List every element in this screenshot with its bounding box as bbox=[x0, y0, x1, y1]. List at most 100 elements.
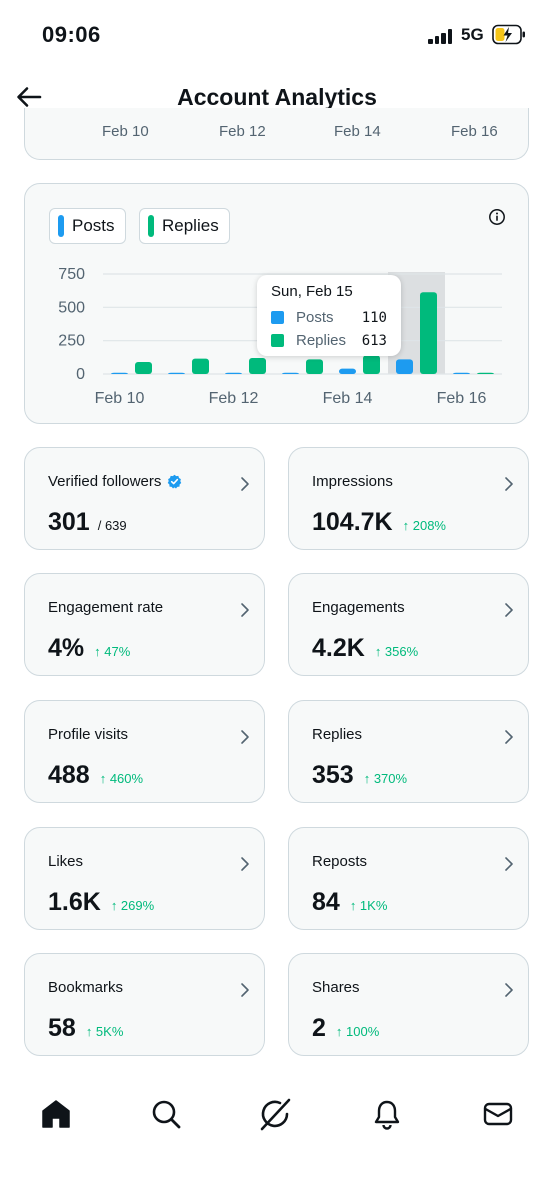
arrow-left-icon bbox=[17, 87, 42, 107]
metric-change: ↑ 269% bbox=[110, 898, 155, 913]
metric-label: Engagement rate bbox=[48, 599, 163, 616]
tooltip-row-replies: Replies 613 bbox=[271, 329, 387, 352]
metric-value: 301 / 639 bbox=[48, 508, 127, 537]
y-tick-label: 250 bbox=[58, 333, 85, 350]
chevron-right-icon bbox=[241, 477, 249, 491]
metric-label-text: Reposts bbox=[312, 853, 368, 870]
metric-change: ↑ 356% bbox=[374, 644, 419, 659]
metric-value: 1.6K ↑ 269% bbox=[48, 888, 154, 917]
status-time: 09:06 bbox=[42, 22, 101, 47]
tab-grok[interactable] bbox=[258, 1096, 294, 1132]
metric-value: 488 ↑ 460% bbox=[48, 761, 143, 790]
metric-label-text: Engagements bbox=[312, 599, 405, 616]
bar-posts bbox=[453, 372, 470, 374]
tooltip-replies-label: Replies bbox=[296, 332, 347, 349]
legend-posts[interactable]: Posts bbox=[49, 208, 126, 244]
bar-posts bbox=[396, 359, 413, 374]
metric-label: Reposts bbox=[312, 853, 367, 870]
y-tick-label: 750 bbox=[58, 266, 85, 283]
status-bar: 09:06 5G bbox=[0, 0, 554, 70]
metric-value-number: 488 bbox=[48, 761, 90, 789]
info-icon[interactable] bbox=[488, 208, 506, 226]
metric-label: Replies bbox=[312, 726, 362, 743]
metric-card[interactable]: Engagement rate 4% ↑ 47% bbox=[24, 573, 265, 676]
metric-change: ↑ 5K% bbox=[85, 1024, 124, 1039]
tooltip-replies-swatch bbox=[271, 334, 284, 347]
bar-posts bbox=[111, 372, 128, 374]
tooltip-posts-label: Posts bbox=[296, 309, 334, 326]
bar-replies bbox=[192, 358, 209, 374]
header: Account Analytics bbox=[0, 70, 554, 126]
metric-value-number: 1.6K bbox=[48, 888, 101, 916]
tooltip-date: Sun, Feb 15 bbox=[271, 283, 353, 300]
x-tick-label: Feb 16 bbox=[437, 390, 487, 407]
metric-card[interactable]: Bookmarks 58 ↑ 5K% bbox=[24, 953, 265, 1056]
metric-label: Impressions bbox=[312, 473, 393, 490]
grok-icon bbox=[260, 1098, 291, 1131]
bell-icon bbox=[374, 1100, 400, 1130]
tooltip-posts-swatch bbox=[271, 311, 284, 324]
metric-card[interactable]: Reposts 84 ↑ 1K% bbox=[288, 827, 529, 930]
home-icon bbox=[42, 1100, 70, 1128]
metric-value-number: 301 bbox=[48, 508, 90, 536]
home-indicator bbox=[205, 1178, 349, 1183]
metric-value: 84 ↑ 1K% bbox=[312, 888, 387, 917]
bar-posts bbox=[282, 372, 299, 374]
metric-card[interactable]: Replies 353 ↑ 370% bbox=[288, 700, 529, 803]
tab-home[interactable] bbox=[38, 1096, 74, 1132]
chevron-right-icon bbox=[241, 730, 249, 744]
metric-card[interactable]: Likes 1.6K ↑ 269% bbox=[24, 827, 265, 930]
metric-change: ↑ 1K% bbox=[349, 898, 388, 913]
x-tick-label: Feb 14 bbox=[323, 390, 373, 407]
tick-label: Feb 16 bbox=[451, 123, 498, 140]
metric-value-number: 4% bbox=[48, 634, 85, 662]
verified-badge-icon bbox=[168, 474, 182, 489]
metric-value: 4% ↑ 47% bbox=[48, 634, 130, 663]
metric-card[interactable]: Impressions 104.7K ↑ 208% bbox=[288, 447, 529, 550]
metric-value-number: 2 bbox=[312, 1014, 326, 1042]
bar-replies bbox=[249, 358, 266, 374]
metric-label-text: Engagement rate bbox=[48, 599, 164, 616]
x-tick-label: Feb 12 bbox=[209, 390, 259, 407]
y-tick-label: 0 bbox=[76, 366, 85, 383]
metric-card[interactable]: Shares 2 ↑ 100% bbox=[288, 953, 529, 1056]
tick-label: Feb 10 bbox=[102, 123, 149, 140]
metric-value-number: 58 bbox=[48, 1014, 76, 1042]
chevron-right-icon bbox=[241, 983, 249, 997]
metric-change: ↑ 370% bbox=[363, 771, 408, 786]
bar-replies bbox=[306, 359, 323, 374]
metric-change: ↑ 460% bbox=[99, 771, 144, 786]
mail-icon bbox=[483, 1102, 513, 1126]
bar-posts bbox=[225, 372, 242, 374]
metric-card[interactable]: Engagements 4.2K ↑ 356% bbox=[288, 573, 529, 676]
metric-label: Shares bbox=[312, 979, 360, 996]
bar-replies bbox=[477, 372, 494, 374]
legend-replies-label: Replies bbox=[162, 216, 219, 235]
chevron-right-icon bbox=[505, 983, 513, 997]
tab-messages[interactable] bbox=[480, 1096, 516, 1132]
tab-search[interactable] bbox=[148, 1096, 184, 1132]
tick-label: Feb 12 bbox=[219, 123, 266, 140]
chevron-right-icon bbox=[241, 603, 249, 617]
metric-card[interactable]: Profile visits 488 ↑ 460% bbox=[24, 700, 265, 803]
back-button[interactable] bbox=[14, 82, 44, 112]
metric-card[interactable]: Verified followers 301 / 639 bbox=[24, 447, 265, 550]
chevron-right-icon bbox=[505, 477, 513, 491]
metric-value-number: 104.7K bbox=[312, 508, 393, 536]
metric-label: Verified followers bbox=[48, 473, 182, 490]
network-type: 5G bbox=[461, 25, 484, 44]
metric-change: ↑ 208% bbox=[402, 518, 446, 533]
metric-label: Engagements bbox=[312, 599, 405, 616]
chevron-right-icon bbox=[505, 857, 513, 871]
tooltip-replies-value: 613 bbox=[361, 332, 387, 349]
tab-notifications[interactable] bbox=[369, 1096, 405, 1132]
bar-replies bbox=[363, 355, 380, 374]
metric-label-text: Likes bbox=[48, 853, 84, 870]
tooltip-row-posts: Posts 110 bbox=[271, 306, 387, 329]
metric-value-number: 353 bbox=[312, 761, 354, 789]
tick-label: Feb 14 bbox=[334, 123, 381, 140]
x-tick-label: Feb 10 bbox=[95, 390, 145, 407]
tooltip-posts-value: 110 bbox=[361, 309, 387, 326]
metric-value: 104.7K ↑ 208% bbox=[312, 508, 446, 537]
legend-replies[interactable]: Replies bbox=[139, 208, 230, 244]
